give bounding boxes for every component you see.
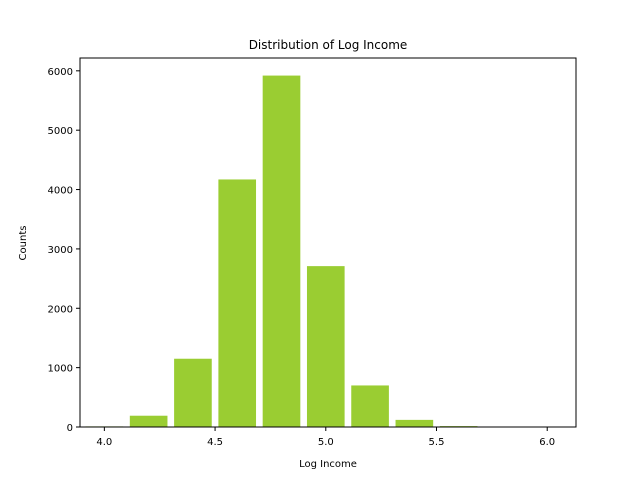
x-tick-label: 5.5 [429,437,445,448]
bar [129,415,168,427]
x-tick-label: 5.0 [318,437,334,448]
plot-frame [79,57,577,428]
x-tick-label: 4.5 [207,437,223,448]
y-axis-ticks: 0 1000 2000 3000 4000 5000 6000 [48,67,80,434]
bars-group [85,75,522,428]
y-tick-label: 4000 [48,186,73,197]
bar [218,179,257,427]
x-tick-label: 4.0 [96,437,112,448]
bar [351,385,389,427]
x-tick-label: 6.0 [539,437,555,448]
y-tick-label: 1000 [48,364,73,375]
y-tick-label: 2000 [48,304,73,315]
y-tick-label: 5000 [48,126,73,137]
bar [395,419,434,427]
y-tick-label: 0 [67,423,73,434]
bar [174,358,212,427]
y-tick-label: 6000 [48,67,73,78]
x-axis-ticks: 4.0 4.5 5.0 5.5 6.0 [96,427,555,448]
y-tick-label: 3000 [48,245,73,256]
bar [306,266,345,427]
bar [262,75,301,428]
y-axis-label: Counts [18,226,29,261]
x-axis-label: Log Income [299,459,357,470]
chart-title: Distribution of Log Income [249,38,408,52]
